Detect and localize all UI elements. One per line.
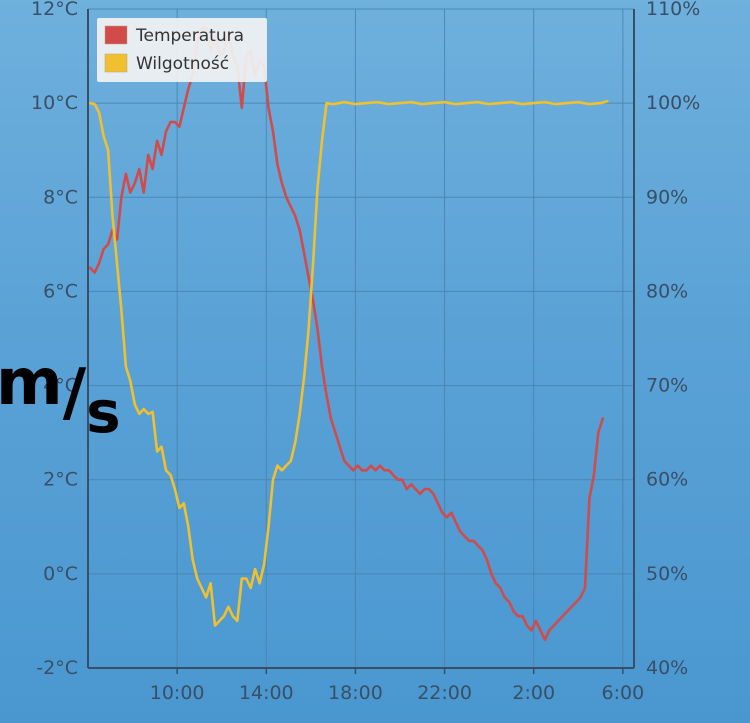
y-right-tick-label: 110% <box>646 0 700 20</box>
y-left-tick-label: 0°C <box>43 563 78 585</box>
y-right-tick-label: 70% <box>646 375 688 397</box>
y-left-tick-label: 12°C <box>31 0 78 20</box>
y-left-tick-label: 4°C <box>43 375 78 397</box>
x-tick-label: 14:00 <box>239 682 294 704</box>
x-tick-label: 22:00 <box>417 682 472 704</box>
x-tick-label: 2:00 <box>512 682 555 704</box>
y-right-tick-label: 50% <box>646 563 688 585</box>
series-line-temperatura <box>88 26 605 642</box>
y-left-tick-label: 2°C <box>43 469 78 491</box>
y-left-tick-label: 6°C <box>43 280 78 302</box>
y-right-tick-label: 80% <box>646 280 688 302</box>
y-left-tick-label: 10°C <box>31 92 78 114</box>
legend-label: Temperatura <box>135 26 244 46</box>
legend-label: Wilgotność <box>136 54 229 74</box>
x-tick-label: 10:00 <box>150 682 205 704</box>
x-tick-label: 6:00 <box>602 682 645 704</box>
y-right-tick-label: 60% <box>646 469 688 491</box>
grid-lines <box>88 8 634 669</box>
tick-labels: -2°C 40% 0°C 50% 2°C 60% 4°C 70% 6°C 80% 8°C 90% 10°… <box>31 0 700 704</box>
legend[interactable]: Temperatura Wilgotność <box>97 18 267 82</box>
series-layer <box>88 26 609 642</box>
y-left-tick-label: 8°C <box>43 186 78 208</box>
unit-numerator: m <box>0 346 63 420</box>
legend-swatch <box>104 53 128 73</box>
series-line-wilgotnosc <box>88 100 609 627</box>
legend-swatch <box>104 25 128 45</box>
axes <box>87 9 635 674</box>
x-tick-label: 18:00 <box>328 682 383 704</box>
y-right-tick-label: 90% <box>646 186 688 208</box>
unit-denominator: s <box>86 378 121 446</box>
velocity-unit-overlay: m/s <box>0 351 121 441</box>
y-right-tick-label: 40% <box>646 657 688 679</box>
unit-slash: / <box>62 356 87 430</box>
legend-box <box>97 18 267 82</box>
y-left-tick-label: -2°C <box>36 657 78 679</box>
y-right-tick-label: 100% <box>646 92 700 114</box>
